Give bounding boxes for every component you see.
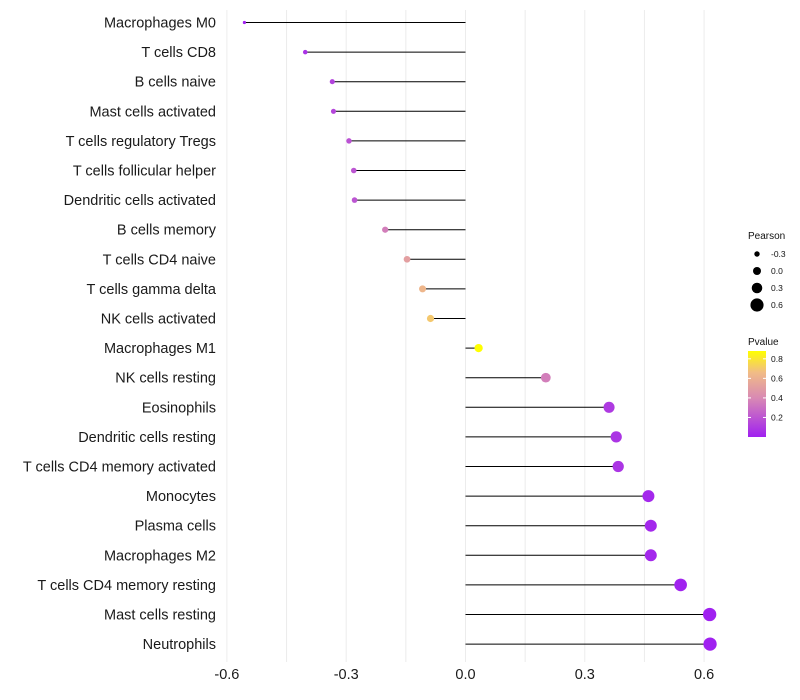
category-label: T cells CD4 naive: [103, 252, 216, 268]
category-label: Eosinophils: [142, 400, 216, 416]
legend-pearson-key: [753, 267, 761, 275]
point: [644, 519, 657, 532]
x-tick-label: -0.6: [214, 667, 239, 683]
legend-pvalue-label: 0.2: [771, 412, 783, 422]
legend-pvalue-label: 0.6: [771, 373, 783, 383]
category-label: T cells gamma delta: [87, 282, 217, 298]
point: [674, 578, 687, 592]
point: [329, 79, 335, 85]
legend-pearson-label: 0.3: [771, 283, 783, 293]
point: [330, 108, 337, 114]
point: [346, 138, 352, 144]
category-label: T cells CD8: [141, 45, 216, 61]
grid: [226, 10, 705, 662]
point: [350, 167, 357, 174]
point: [351, 197, 358, 203]
point: [242, 20, 246, 25]
stems: [244, 22, 711, 645]
point: [610, 431, 622, 443]
point: [612, 460, 624, 473]
category-label: NK cells resting: [115, 371, 216, 387]
category-label: Dendritic cells activated: [64, 193, 216, 209]
point: [540, 372, 551, 383]
legend-pearson-label: 0.6: [771, 300, 783, 310]
point: [403, 255, 411, 263]
category-label: NK cells activated: [101, 312, 216, 328]
category-label: Plasma cells: [135, 519, 216, 535]
point: [474, 343, 483, 353]
legend-pearson-label: -0.3: [771, 249, 786, 259]
category-label: Mast cells activated: [89, 104, 216, 120]
point: [703, 607, 717, 622]
legend-pearson: Pearson -0.3 0.0 0.3 0.6: [748, 231, 786, 312]
legend-pearson-key: [750, 298, 764, 312]
legend-pearson-key: [751, 282, 763, 294]
point: [644, 549, 657, 562]
x-tick-label: 0.6: [694, 667, 714, 683]
category-label: T cells follicular helper: [73, 164, 216, 180]
point: [419, 285, 427, 293]
legend-pearson-label: 0.0: [771, 266, 783, 276]
category-label: T cells CD4 memory resting: [37, 578, 216, 594]
category-label: T cells CD4 memory activated: [23, 460, 216, 476]
legend-pearson-key: [754, 251, 760, 257]
category-label: Macrophages M1: [104, 341, 216, 357]
category-label: Mast cells resting: [104, 608, 216, 624]
x-tick-label: 0.0: [455, 667, 475, 683]
point: [703, 637, 717, 651]
legend-pearson-title: Pearson: [748, 231, 785, 242]
point: [382, 226, 389, 233]
category-label: Dendritic cells resting: [78, 430, 216, 446]
legend-pvalue-colorbar: [748, 351, 766, 437]
x-axis-ticks: -0.6 -0.3 0.0 0.3 0.6: [214, 667, 714, 683]
point: [426, 314, 435, 323]
legend-pvalue-label: 0.8: [771, 354, 783, 364]
category-label: Macrophages M2: [104, 548, 216, 564]
legend-pvalue-title: Pvalue: [748, 337, 779, 348]
point: [603, 401, 615, 413]
legend-pvalue-label: 0.4: [771, 393, 783, 403]
point: [302, 49, 308, 55]
point: [642, 490, 655, 503]
category-label: Macrophages M0: [104, 16, 216, 32]
y-axis-labels: Macrophages M0 T cells CD8 B cells naive Ma…: [23, 16, 217, 654]
category-label: B cells memory: [117, 223, 217, 239]
category-label: Neutrophils: [143, 637, 216, 653]
legend-pvalue: Pvalue 0.8 0.6 0.4 0.2: [748, 337, 783, 437]
x-tick-label: 0.3: [575, 667, 595, 683]
category-label: T cells regulatory Tregs: [66, 134, 216, 150]
category-label: B cells naive: [135, 75, 216, 91]
x-tick-label: -0.3: [334, 667, 359, 683]
category-label: Monocytes: [146, 489, 216, 505]
points: [242, 20, 717, 651]
